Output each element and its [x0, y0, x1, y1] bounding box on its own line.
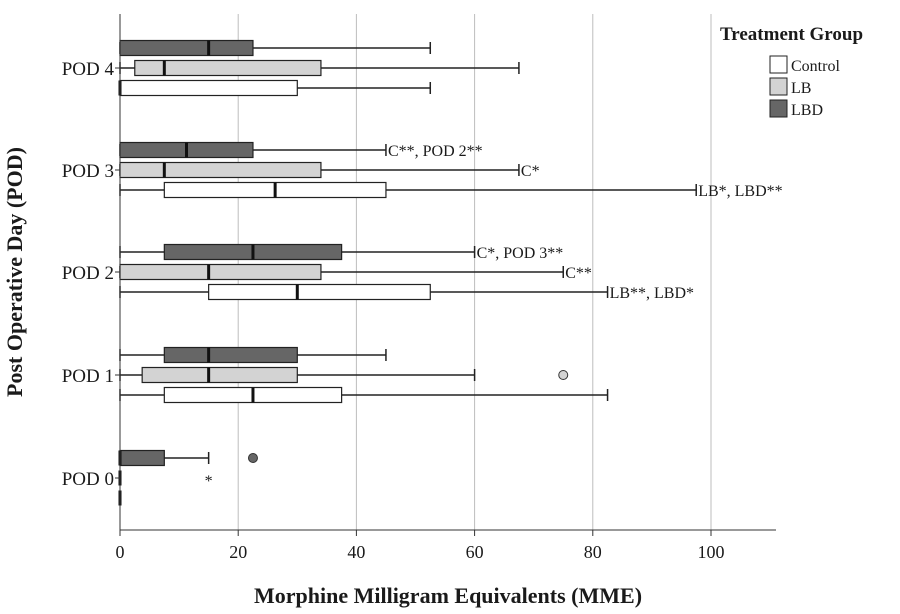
box-rect	[141, 366, 298, 384]
significance-annotation: C*, POD 3**	[477, 245, 564, 262]
legend: Treatment Group Control LB LBD	[720, 24, 863, 119]
box-lb	[119, 59, 520, 77]
box-lb	[119, 161, 520, 179]
x-tick-label: 100	[697, 542, 724, 562]
box-rect	[119, 79, 298, 97]
x-tick-label: 40	[347, 542, 365, 562]
outlier-point	[247, 453, 258, 463]
category-label: POD 3	[62, 161, 114, 182]
significance-annotation: LB**, LBD*	[610, 285, 694, 302]
legend-label: Control	[791, 58, 840, 75]
text-layer: 0 20 40 60 80 100 POD 4 POD 3 C**, POD 2** C* LB*,…	[2, 59, 783, 608]
legend-label: LBD	[791, 102, 823, 119]
box-layer: *	[118, 39, 697, 506]
box-rect	[119, 161, 322, 179]
box-lbd	[118, 449, 258, 467]
legend-swatch	[769, 77, 788, 96]
significance-annotation: C**	[565, 265, 592, 282]
box-rect	[119, 449, 165, 467]
legend-swatch	[769, 55, 788, 74]
legend-title: Treatment Group	[720, 24, 863, 45]
x-axis-title: Morphine Milligram Equivalents (MME)	[254, 583, 642, 608]
significance-annotation: C**, POD 2**	[388, 143, 483, 160]
box-lb	[119, 366, 569, 384]
extreme-point: *	[205, 473, 213, 490]
category-label: POD 1	[62, 366, 114, 387]
category-label: POD 4	[62, 59, 115, 80]
x-tick-label: 20	[229, 542, 247, 562]
box-lbd	[119, 346, 387, 364]
box-lbd	[119, 39, 432, 57]
axis-layer	[115, 14, 776, 536]
box-control	[119, 283, 609, 301]
box-lbd	[119, 141, 387, 159]
box-rect	[119, 39, 254, 57]
outlier-point	[558, 370, 569, 380]
category-label: POD 2	[62, 263, 114, 284]
box-control	[118, 79, 432, 97]
legend-label: LB	[791, 80, 811, 97]
significance-annotation: C*	[521, 163, 540, 180]
box-rect	[134, 59, 322, 77]
box-control	[119, 181, 697, 199]
box-lb: *	[118, 470, 213, 490]
box-control	[119, 386, 609, 404]
box-lbd	[119, 243, 476, 261]
box-rect	[119, 263, 322, 281]
y-axis-title: Post Operative Day (POD)	[2, 147, 27, 397]
x-tick-label: 60	[466, 542, 484, 562]
box-rect	[163, 346, 298, 364]
box-rect	[208, 283, 431, 301]
legend-swatch	[769, 99, 788, 118]
category-label: POD 0	[62, 469, 114, 490]
x-tick-label: 80	[584, 542, 602, 562]
box-lb	[119, 263, 564, 281]
x-tick-label: 0	[116, 542, 125, 562]
significance-annotation: LB*, LBD**	[698, 183, 782, 200]
